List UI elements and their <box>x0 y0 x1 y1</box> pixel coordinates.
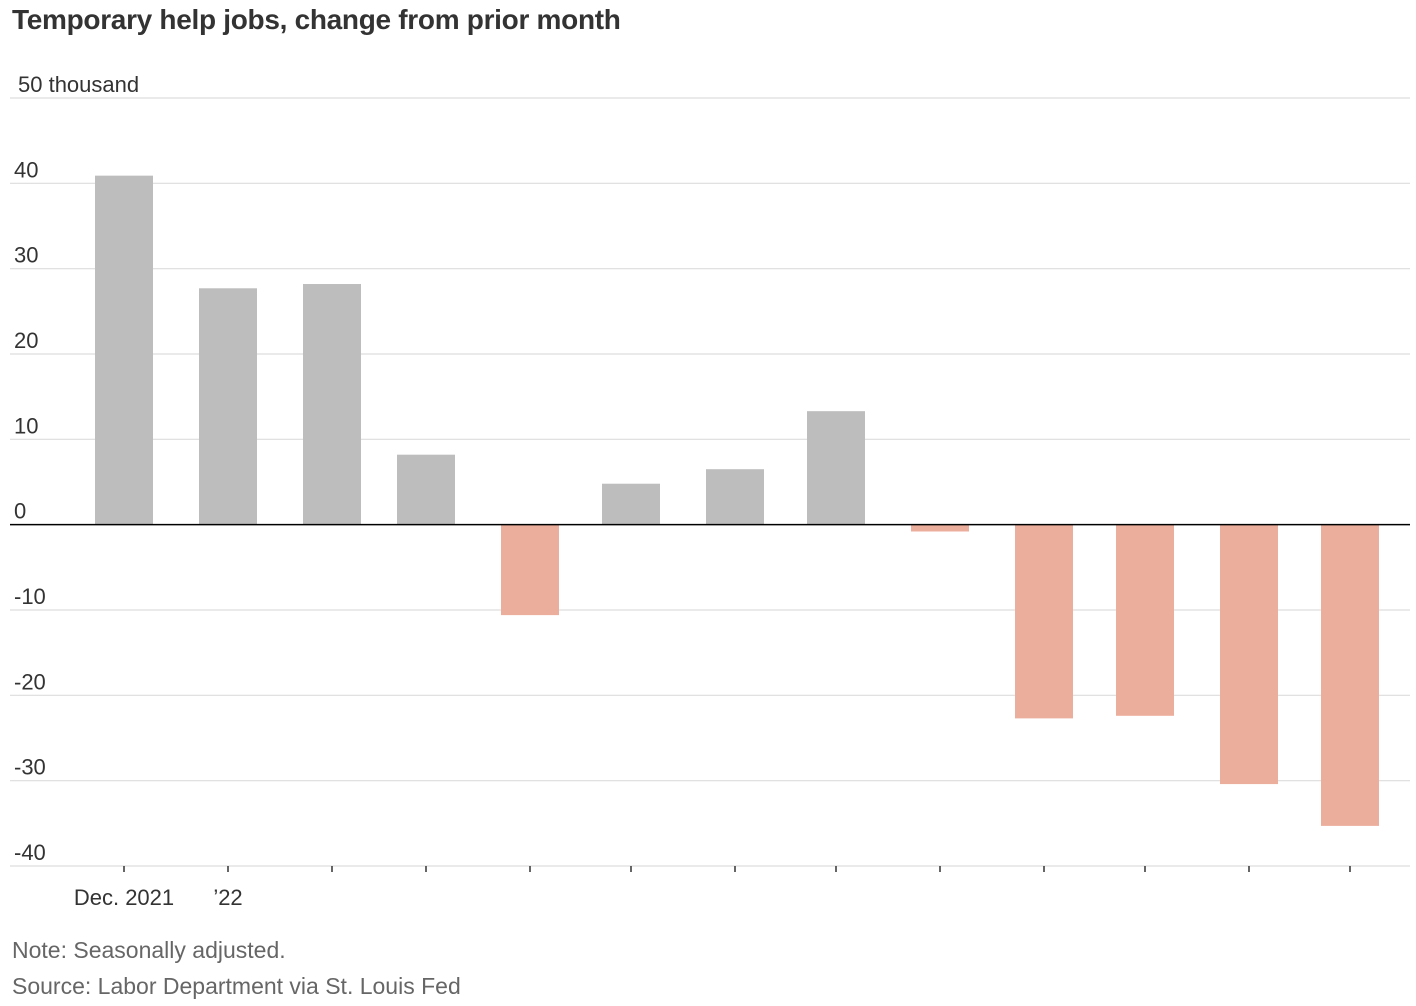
y-tick-label: 20 <box>14 328 38 353</box>
bar <box>199 288 257 525</box>
chart-title: Temporary help jobs, change from prior m… <box>12 4 621 35</box>
bar <box>706 469 764 525</box>
bar <box>602 483 660 525</box>
bars <box>95 175 1379 826</box>
bar <box>397 454 455 525</box>
bar <box>911 524 969 532</box>
bar <box>303 284 361 525</box>
bar <box>807 411 865 525</box>
y-tick-label: 30 <box>14 243 38 268</box>
x-axis-ticks: Dec. 2021 ’22 <box>74 866 1351 910</box>
y-axis-ticks: 40 30 20 10 0 -10 -20 -30 -40 50 thousand <box>14 72 139 865</box>
y-tick-label: 0 <box>14 499 26 524</box>
bar <box>95 175 153 525</box>
bar <box>1321 524 1379 826</box>
x-tick-label: Dec. 2021 <box>74 885 174 910</box>
y-tick-label: -40 <box>14 840 46 865</box>
bar-chart: 40 30 20 10 0 -10 -20 -30 -40 50 thousand Dec. 20… <box>10 72 1410 910</box>
y-unit-label: 50 thousand <box>18 72 139 97</box>
chart-note: Note: Seasonally adjusted. <box>12 937 286 963</box>
bar <box>1015 524 1073 719</box>
y-tick-label: -10 <box>14 584 46 609</box>
x-tick-label: ’22 <box>213 885 242 910</box>
y-tick-label: -30 <box>14 755 46 780</box>
bar <box>501 524 559 616</box>
bar <box>1116 524 1174 716</box>
y-tick-label: 10 <box>14 413 38 438</box>
y-tick-label: 40 <box>14 157 38 182</box>
bar <box>1220 524 1278 785</box>
y-tick-label: -20 <box>14 669 46 694</box>
chart-source: Source: Labor Department via St. Louis F… <box>12 973 461 999</box>
